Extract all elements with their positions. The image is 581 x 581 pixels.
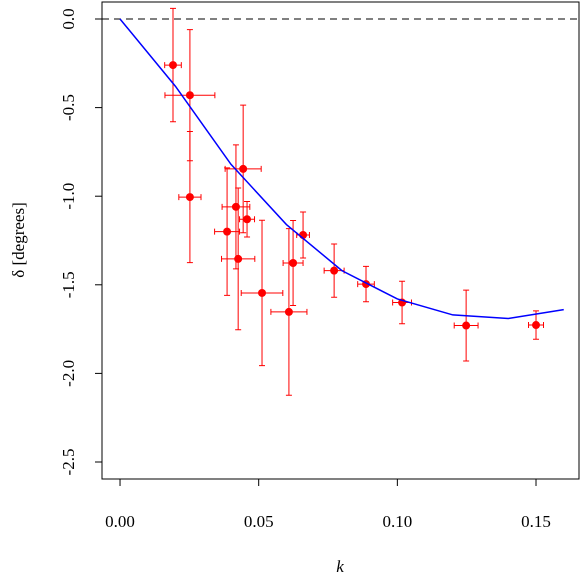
x-tick-label: 0.05: [244, 512, 274, 531]
y-tick-label: -1.0: [59, 183, 78, 210]
data-point: [462, 321, 471, 330]
data-point: [330, 266, 339, 275]
data-point: [168, 61, 177, 70]
data-point: [185, 193, 194, 202]
data-point: [243, 215, 252, 224]
data-point: [258, 288, 267, 297]
data-point: [284, 307, 293, 316]
data-point: [532, 321, 541, 330]
data-point: [185, 91, 194, 100]
y-tick-label: -2.5: [59, 449, 78, 476]
y-tick-label: -0.5: [59, 94, 78, 121]
y-tick-label: 0.0: [59, 8, 78, 29]
y-tick-label: -2.0: [59, 360, 78, 387]
x-tick-label: 0.10: [382, 512, 412, 531]
data-point: [239, 164, 248, 173]
data-point: [231, 202, 240, 211]
x-tick-label: 0.15: [521, 512, 551, 531]
data-point: [223, 227, 232, 236]
y-axis-label: δ [degrees]: [9, 202, 28, 278]
fit-curve: [119, 18, 564, 320]
data-point: [234, 254, 243, 263]
y-tick-label: -1.5: [59, 271, 78, 298]
data-point: [289, 259, 298, 268]
x-axis-label: k: [336, 557, 344, 576]
plot-box: [101, 1, 580, 480]
x-tick-label: 0.00: [105, 512, 135, 531]
